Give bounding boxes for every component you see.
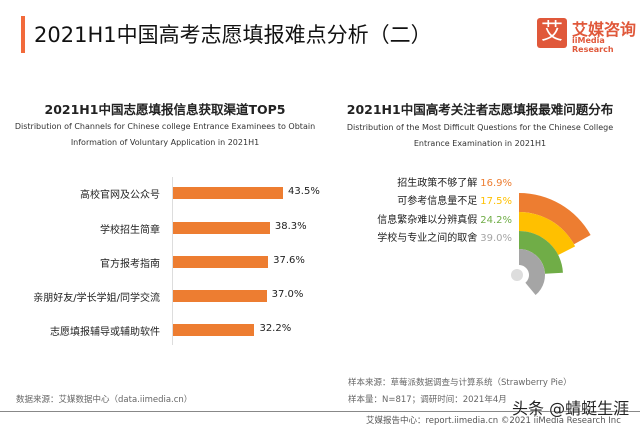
footer-divider: [0, 411, 640, 412]
watermark: 头条 @蜻蜓生涯: [512, 399, 630, 418]
radial-category: 招生政策不够了解: [397, 178, 478, 189]
radial-bar: [519, 193, 591, 245]
data-source: 数据来源：艾媒数据中心（data.iimedia.cn）: [16, 395, 193, 405]
bar-value-label: 43.5%: [288, 186, 320, 197]
bar-chart-title: 2021H1中国志愿填报信息获取渠道TOP5: [44, 102, 286, 117]
radial-category: 学校与专业之间的取舍: [377, 233, 478, 244]
page-title: 2021H1中国高考志愿填报难点分析（二）: [34, 23, 432, 47]
bar-category-label: 亲朋好友/学长学姐/同学交流: [33, 293, 160, 304]
bar-axis: [172, 177, 173, 345]
logo-cn: 艾媒咨询: [572, 20, 637, 39]
radial-category: 可参考信息量不足: [397, 196, 478, 207]
bar: [173, 222, 270, 234]
bar-category-label: 官方报考指南: [100, 259, 160, 270]
logo-mark: 艾: [537, 18, 567, 48]
radial-label: 学校与专业之间的取舍 39.0%: [377, 229, 512, 244]
radial-chart-subtitle: Distribution of the Most Difficult Quest…: [346, 123, 614, 148]
bar: [173, 324, 255, 336]
radial-bar: [519, 212, 576, 256]
radial-value: 39.0%: [480, 233, 512, 244]
bar: [173, 290, 267, 302]
radial-center-dot: [511, 269, 523, 281]
bar-value-label: 37.0%: [271, 289, 304, 300]
radial-label: 招生政策不够了解 16.9%: [397, 174, 512, 189]
bar-category-label: 高校官网及公众号: [80, 190, 160, 201]
radial-value: 16.9%: [480, 178, 512, 189]
bar-category-label: 学校招生简章: [100, 225, 160, 236]
radial-value: 24.2%: [480, 215, 512, 226]
radial-label: 可参考信息量不足 17.5%: [397, 192, 512, 207]
logo-en: iiMedia Research: [572, 36, 614, 54]
radial-bar: [519, 249, 545, 296]
bar-value-label: 38.3%: [274, 221, 307, 232]
bar-chart-subtitle: Distribution of Channels for Chinese col…: [14, 122, 316, 147]
radial-chart-title: 2021H1中国高考关注者志愿填报最难问题分布: [346, 102, 614, 117]
title-accent-bar: [21, 16, 25, 53]
bar-value-label: 37.6%: [273, 255, 305, 266]
bar-value-label: 32.2%: [259, 323, 292, 334]
sample-source: 样本来源：草莓派数据调查与计算系统（Strawberry Pie）: [348, 378, 572, 388]
bar-category-label: 志愿填报辅导或辅助软件: [50, 327, 160, 338]
bar: [173, 187, 284, 199]
radial-bar: [519, 231, 563, 274]
sample-size: 样本量：N=817；调研时间：2021年4月: [348, 395, 507, 405]
report-center: 艾媒报告中心：report.iimedia.cn ©2021 iiMedia R…: [366, 416, 621, 426]
radial-value: 17.5%: [480, 196, 512, 207]
radial-label: 信息繁杂难以分辨真假 24.2%: [377, 211, 512, 226]
bar: [173, 256, 269, 268]
radial-category: 信息繁杂难以分辨真假: [377, 215, 478, 226]
